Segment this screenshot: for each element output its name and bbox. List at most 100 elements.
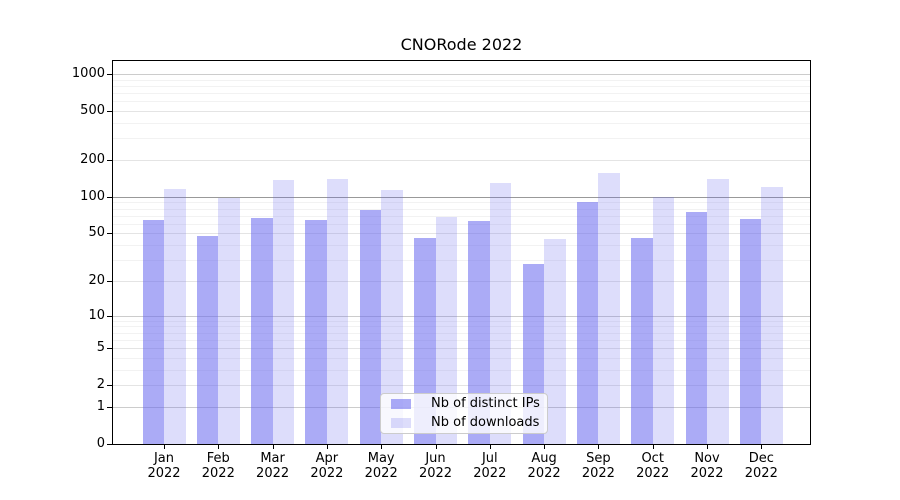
gridline	[113, 122, 810, 124]
bar-ips-dec	[739, 218, 762, 444]
x-tick-mark	[381, 444, 382, 449]
y-tick-label: 50	[88, 225, 105, 241]
gridline	[113, 85, 810, 87]
legend-swatch-downloads-icon	[391, 418, 411, 428]
bar-ips-mar	[251, 218, 273, 444]
gridline	[113, 339, 810, 341]
x-tick-mark	[327, 444, 328, 449]
gridline	[113, 244, 810, 246]
legend-label-downloads: Nb of downloads	[431, 415, 540, 430]
gridline	[113, 369, 810, 371]
gridline	[113, 201, 810, 203]
x-tick-mark	[544, 444, 545, 449]
gridline	[113, 357, 810, 359]
gridline	[113, 73, 810, 75]
y-tick-mark	[107, 281, 113, 282]
x-tick-label: Apr 2022	[310, 451, 344, 481]
bar-downloads-oct	[652, 197, 675, 444]
x-tick-label: Feb 2022	[201, 451, 235, 481]
bar-ips-feb	[196, 235, 219, 444]
y-tick-mark	[107, 111, 113, 112]
gridline	[113, 100, 810, 102]
gridline	[113, 215, 810, 217]
x-tick-mark	[164, 444, 165, 449]
bar-downloads-may	[381, 189, 403, 444]
gridline	[113, 208, 810, 210]
bar-ips-sep	[576, 202, 599, 444]
y-tick-label: 0	[96, 436, 105, 451]
y-tick-label: 1000	[71, 65, 105, 81]
gridline	[113, 79, 810, 81]
x-tick-mark	[436, 444, 437, 449]
y-tick-mark	[107, 197, 113, 198]
legend-swatch-distinct-ips-icon	[391, 399, 411, 409]
x-tick-mark	[653, 444, 654, 449]
bar-ips-jul	[468, 221, 490, 444]
y-tick-label: 5	[96, 340, 105, 356]
x-tick-label: Mar 2022	[256, 451, 290, 481]
bar-ips-jun	[414, 237, 436, 444]
y-tick-mark	[107, 74, 113, 75]
x-tick-mark	[218, 444, 219, 449]
y-tick-label: 20	[88, 272, 105, 288]
y-tick-label: 200	[80, 151, 105, 167]
gridline	[113, 347, 810, 349]
bar-downloads-feb	[218, 198, 240, 444]
gridline	[113, 325, 810, 327]
x-tick-label: Dec 2022	[744, 451, 778, 481]
y-tick-label: 10	[88, 307, 105, 323]
bar-ips-may	[359, 209, 382, 444]
gridline	[113, 232, 810, 234]
bar-downloads-apr	[326, 178, 349, 444]
legend: Nb of distinct IPs Nb of downloads	[380, 393, 548, 434]
bar-ips-oct	[631, 237, 653, 444]
y-tick-mark	[107, 316, 113, 317]
x-tick-label: Jan 2022	[147, 451, 181, 481]
gridline	[113, 315, 810, 317]
x-tick-label: Jun 2022	[418, 451, 453, 481]
x-tick-mark	[761, 444, 762, 449]
x-tick-mark	[707, 444, 708, 449]
y-tick-mark	[107, 160, 113, 161]
x-tick-label: Nov 2022	[690, 451, 724, 481]
gridline	[113, 384, 810, 386]
plot-area: Nb of distinct IPs Nb of downloads	[112, 60, 811, 445]
gridline	[113, 280, 810, 282]
gridline	[113, 110, 810, 112]
legend-item-distinct-ips: Nb of distinct IPs	[387, 396, 541, 412]
gridline	[113, 332, 810, 334]
x-tick-label: Sep 2022	[581, 451, 615, 481]
x-tick-mark	[598, 444, 599, 449]
y-tick-label: 100	[80, 188, 105, 204]
x-tick-label: Oct 2022	[636, 451, 670, 481]
bar-ips-jan	[142, 220, 164, 444]
x-tick-label: Jul 2022	[473, 451, 507, 481]
y-tick-mark	[107, 407, 113, 408]
legend-item-downloads: Nb of downloads	[387, 415, 541, 431]
bar-downloads-jun	[435, 217, 457, 444]
y-tick-mark	[107, 385, 113, 386]
x-tick-mark	[490, 444, 491, 449]
x-tick-mark	[273, 444, 274, 449]
x-tick-label: May 2022	[364, 451, 398, 481]
y-tick-label: 1	[96, 398, 105, 414]
gridline	[113, 259, 810, 261]
gridline	[113, 223, 810, 225]
gridline	[113, 196, 810, 198]
bar-downloads-mar	[272, 179, 295, 444]
bar-ips-nov	[685, 212, 707, 444]
gridline	[113, 92, 810, 94]
bar-downloads-sep	[598, 172, 620, 444]
bar-downloads-dec	[761, 187, 783, 444]
chart-title: CNORode 2022	[400, 35, 523, 54]
x-tick-label: Aug 2022	[527, 451, 561, 481]
gridline	[113, 159, 810, 161]
bar-downloads-jan	[164, 188, 186, 444]
y-tick-label: 2	[96, 377, 105, 393]
y-tick-mark	[107, 233, 113, 234]
y-tick-label: 500	[80, 103, 105, 119]
bar-downloads-nov	[707, 178, 729, 444]
y-tick-mark	[107, 444, 113, 445]
bar-downloads-jul	[489, 182, 512, 444]
bar-downloads-aug	[544, 238, 566, 444]
